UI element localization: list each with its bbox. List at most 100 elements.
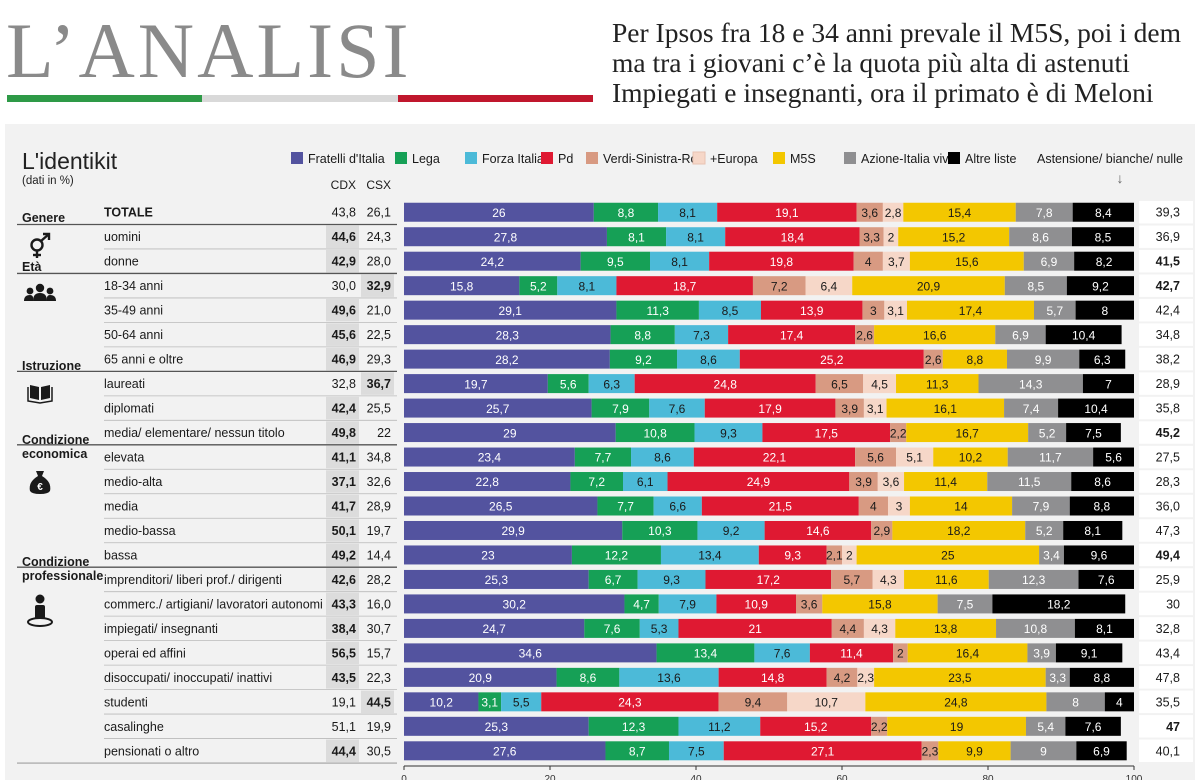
cdx-value: 56,5 (332, 646, 356, 660)
bar-segment (1004, 398, 1059, 418)
tricolor-stripe (7, 95, 593, 102)
bar-value-label: 23 (481, 549, 495, 563)
bar-value-label: 3,7 (888, 255, 905, 269)
bar-segment (809, 643, 894, 663)
csx-value: 28,0 (367, 255, 391, 269)
bar-segment (904, 472, 988, 492)
bar-segment (718, 692, 788, 712)
row-label: uomini (104, 230, 141, 244)
bar-segment (863, 618, 896, 638)
abstention-cell (1139, 372, 1193, 395)
bar-segment (656, 643, 755, 663)
bar-value-label: 4 (1116, 696, 1123, 710)
bar-value-label: 15,2 (942, 230, 966, 244)
bar-value-label: 21 (748, 622, 762, 636)
bar-value-label: 7,6 (669, 402, 686, 416)
bar-value-label: 7,6 (1085, 720, 1102, 734)
book-right-page (41, 385, 50, 400)
bar-segment (547, 374, 589, 394)
bar-segment (728, 325, 856, 345)
bar-value-label: 2,2 (890, 426, 907, 440)
bar-value-label: 5,2 (1039, 426, 1056, 440)
csx-value: 29,3 (367, 353, 391, 367)
bar-segment (978, 374, 1083, 394)
gender-icon (30, 232, 51, 258)
bar-segment (1045, 325, 1122, 345)
stacked-bar-chart: L'identikit(dati in %) Fratelli d'Italia L… (17, 148, 1193, 780)
bar-value-label: 15,6 (955, 255, 979, 269)
csx-value: 28,9 (367, 500, 391, 514)
bar-segment (1078, 569, 1134, 589)
bar-value-label: 19,7 (464, 377, 488, 391)
group-label: Condizione (22, 555, 89, 569)
bar-segment (896, 374, 979, 394)
bar-segment (1066, 423, 1121, 443)
bar-value-label: 2,3 (857, 671, 874, 685)
bar-segment (987, 472, 1072, 492)
bar-value-label: 18,2 (947, 524, 971, 538)
bar-segment (404, 447, 575, 467)
bar-value-label: 14 (954, 500, 968, 514)
bar-value-label: 23,4 (478, 451, 502, 465)
bar-value-label: 30,2 (503, 598, 527, 612)
bar-value-label: 14,8 (761, 671, 785, 685)
bar-segment (404, 692, 479, 712)
bar-segment (871, 716, 888, 736)
bar-value-label: 25,2 (820, 353, 844, 367)
bar-value-label: 15,8 (868, 598, 892, 612)
bar-value-label: 24,2 (481, 255, 505, 269)
bar-segment (678, 716, 761, 736)
cdx-value: 37,1 (332, 475, 356, 489)
bar-segment (863, 374, 897, 394)
bar-segment (849, 472, 878, 492)
bar-value-label: 8,1 (679, 206, 696, 220)
bar-value-label: 9,5 (607, 255, 624, 269)
chart-title: L'identikit (22, 148, 118, 174)
abstention-value: 38,2 (1156, 353, 1180, 367)
headline-line-1: Per Ipsos fra 18 e 34 anni prevale il M5… (612, 17, 1181, 48)
bar-segment (909, 496, 1013, 516)
bar-value-label: 11,5 (1018, 475, 1041, 489)
bar-segment (907, 643, 1028, 663)
bar-value-label: 12,2 (605, 549, 629, 563)
bar-segment (650, 251, 710, 271)
bar-value-label: 5,2 (1036, 524, 1053, 538)
bar-segment (1072, 202, 1134, 222)
bar-segment (1004, 276, 1067, 296)
cdx-value: 41,1 (332, 451, 356, 465)
bar-segment (658, 202, 718, 222)
bar-segment (678, 618, 832, 638)
bar-segment (1010, 741, 1077, 761)
abstention-cell (1139, 323, 1193, 346)
person-head (35, 594, 45, 604)
flag-green (7, 95, 203, 102)
bar-segment (588, 374, 635, 394)
cdx-value: 41,7 (332, 500, 356, 514)
person-body-left (24, 295, 34, 301)
abstention-value: 39,3 (1156, 206, 1180, 220)
row-label: donne (104, 255, 139, 269)
bar-segment (863, 398, 887, 418)
abstention-cell (1139, 568, 1193, 591)
bar-segment (658, 594, 717, 614)
bar-segment (938, 741, 1011, 761)
bar-value-label: 12,3 (622, 720, 646, 734)
bar-value-label: 16,6 (923, 328, 947, 342)
bar-segment (988, 569, 1079, 589)
bar-segment (571, 545, 661, 565)
bar-value-label: 17,4 (780, 328, 804, 342)
bar-value-label: 17,5 (815, 426, 839, 440)
bar-segment (835, 398, 864, 418)
bar-segment (760, 716, 872, 736)
bar-value-label: 6,9 (1093, 745, 1110, 759)
bar-segment (404, 667, 557, 687)
bar-value-label: 16,1 (934, 402, 958, 416)
cdx-value: 43,3 (332, 597, 356, 611)
legend-swatch (395, 152, 407, 164)
legend-label: Altre liste (965, 152, 1016, 166)
bar-segment (1012, 496, 1070, 516)
bar-value-label: 6,5 (831, 377, 848, 391)
bar-value-label: 2,6 (856, 328, 873, 342)
bar-segment (716, 594, 797, 614)
abstention-value: 41,5 (1156, 255, 1180, 269)
